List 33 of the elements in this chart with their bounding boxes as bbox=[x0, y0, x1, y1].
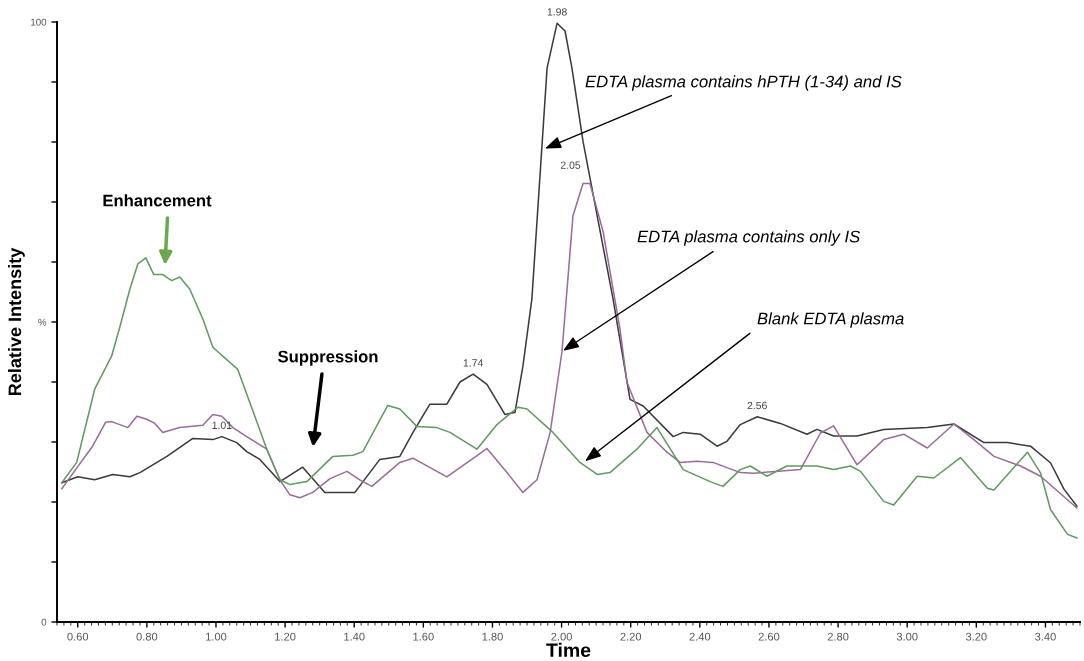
x-tick-label: 0.60 bbox=[67, 632, 89, 641]
line-series bbox=[61, 22, 1078, 507]
x-tick-label: 1.40 bbox=[344, 632, 365, 641]
annotation: 2.56 bbox=[747, 401, 767, 410]
x-tick-label: 2.80 bbox=[827, 632, 849, 641]
x-tick-label: 1.00 bbox=[206, 632, 227, 641]
x-tick-label: 2.20 bbox=[620, 632, 642, 641]
x-tick-label: 3.20 bbox=[965, 632, 987, 641]
y-tick-label: 0 bbox=[41, 618, 47, 626]
line-series bbox=[61, 257, 1078, 539]
y-tick-label: 100 bbox=[31, 18, 47, 26]
x-axis-title: Time bbox=[546, 642, 591, 658]
x-tick-label: 2.00 bbox=[551, 632, 572, 641]
x-tick-label: 2.60 bbox=[758, 632, 780, 641]
annotation: Enhancement bbox=[103, 194, 212, 207]
x-tick-label: 3.40 bbox=[1035, 632, 1056, 641]
annotation: EDTA plasma contains hPTH (1-34) and IS bbox=[585, 75, 902, 91]
annotation: Blank EDTA plasma bbox=[757, 312, 904, 328]
y-axis-title: Relative Intensity bbox=[7, 247, 25, 396]
x-tick-label: 1.80 bbox=[482, 632, 503, 641]
x-tick-label: 0.80 bbox=[136, 632, 158, 641]
annotation: EDTA plasma contains only IS bbox=[637, 230, 861, 246]
y-tick-label: % bbox=[38, 318, 47, 326]
x-tick-label: 1.20 bbox=[275, 632, 296, 641]
annotation: 2.05 bbox=[560, 161, 581, 169]
x-tick-label: 1.60 bbox=[413, 632, 434, 641]
line-series bbox=[61, 182, 1078, 509]
x-tick-label: 3.00 bbox=[896, 632, 918, 641]
annotation: 1.01 bbox=[212, 421, 232, 429]
annotation: 1.98 bbox=[547, 8, 567, 16]
annotation: Suppression bbox=[278, 350, 378, 366]
annotation: 1.74 bbox=[463, 359, 483, 367]
x-tick-label: 2.40 bbox=[689, 632, 711, 641]
